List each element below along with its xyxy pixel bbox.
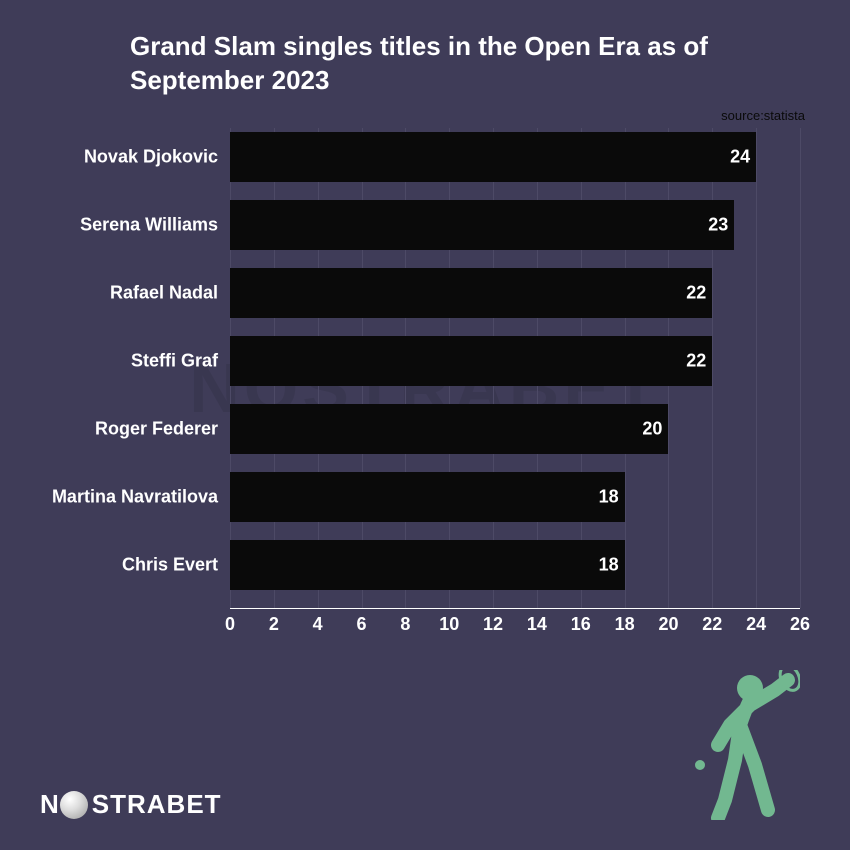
x-tick-label: 26: [790, 614, 810, 635]
x-tick-label: 8: [400, 614, 410, 635]
bar-value: 18: [599, 486, 619, 507]
bar-row: Chris Evert18: [230, 540, 800, 590]
bar: 23: [230, 200, 734, 250]
tennis-player-icon: [680, 670, 800, 820]
bar: 20: [230, 404, 668, 454]
x-tick-label: 4: [313, 614, 323, 635]
chart-title: Grand Slam singles titles in the Open Er…: [130, 30, 810, 98]
bar-label: Serena Williams: [80, 214, 230, 235]
bar-value: 18: [599, 554, 619, 575]
bar-label: Roger Federer: [95, 418, 230, 439]
x-axis-line: [230, 608, 800, 609]
brand-suffix: STRABET: [92, 789, 222, 820]
bar-value: 22: [686, 282, 706, 303]
x-tick-label: 2: [269, 614, 279, 635]
x-tick-label: 14: [527, 614, 547, 635]
bar-value: 23: [708, 214, 728, 235]
bar-value: 24: [730, 146, 750, 167]
bar-label: Novak Djokovic: [84, 146, 230, 167]
gridline: [800, 128, 801, 608]
chart-area: NOSTRABET Novak Djokovic24Serena William…: [40, 128, 810, 648]
bar-value: 20: [642, 418, 662, 439]
bar: 18: [230, 472, 625, 522]
x-axis: 02468101214161820222426: [230, 608, 800, 648]
bar-row: Steffi Graf22: [230, 336, 800, 386]
bar-value: 22: [686, 350, 706, 371]
bar: 24: [230, 132, 756, 182]
bar: 22: [230, 336, 712, 386]
plot-region: Novak Djokovic24 Serena Williams23 Rafael …: [230, 128, 800, 608]
source-label: source:statista: [40, 108, 805, 123]
brand-prefix: N: [40, 789, 60, 820]
brand-logo: N STRABET: [40, 789, 222, 820]
bar-row: Novak Djokovic24: [230, 132, 800, 182]
x-tick-label: 24: [746, 614, 766, 635]
x-tick-label: 20: [658, 614, 678, 635]
bar-row: Martina Navratilova18: [230, 472, 800, 522]
bar-label: Steffi Graf: [131, 350, 230, 371]
x-tick-label: 22: [702, 614, 722, 635]
bar: 22: [230, 268, 712, 318]
x-tick-label: 16: [571, 614, 591, 635]
bar-row: Rafael Nadal22: [230, 268, 800, 318]
x-tick-label: 10: [439, 614, 459, 635]
x-tick-label: 0: [225, 614, 235, 635]
bar-label: Martina Navratilova: [52, 486, 230, 507]
chart-container: Grand Slam singles titles in the Open Er…: [0, 0, 850, 850]
bar-label: Chris Evert: [122, 554, 230, 575]
bar: 18: [230, 540, 625, 590]
bar-row: Roger Federer20: [230, 404, 800, 454]
x-tick-label: 12: [483, 614, 503, 635]
x-tick-label: 6: [357, 614, 367, 635]
bar-label: Rafael Nadal: [110, 282, 230, 303]
x-tick-label: 18: [615, 614, 635, 635]
soccer-ball-icon: [60, 791, 88, 819]
bar-row: Serena Williams23: [230, 200, 800, 250]
